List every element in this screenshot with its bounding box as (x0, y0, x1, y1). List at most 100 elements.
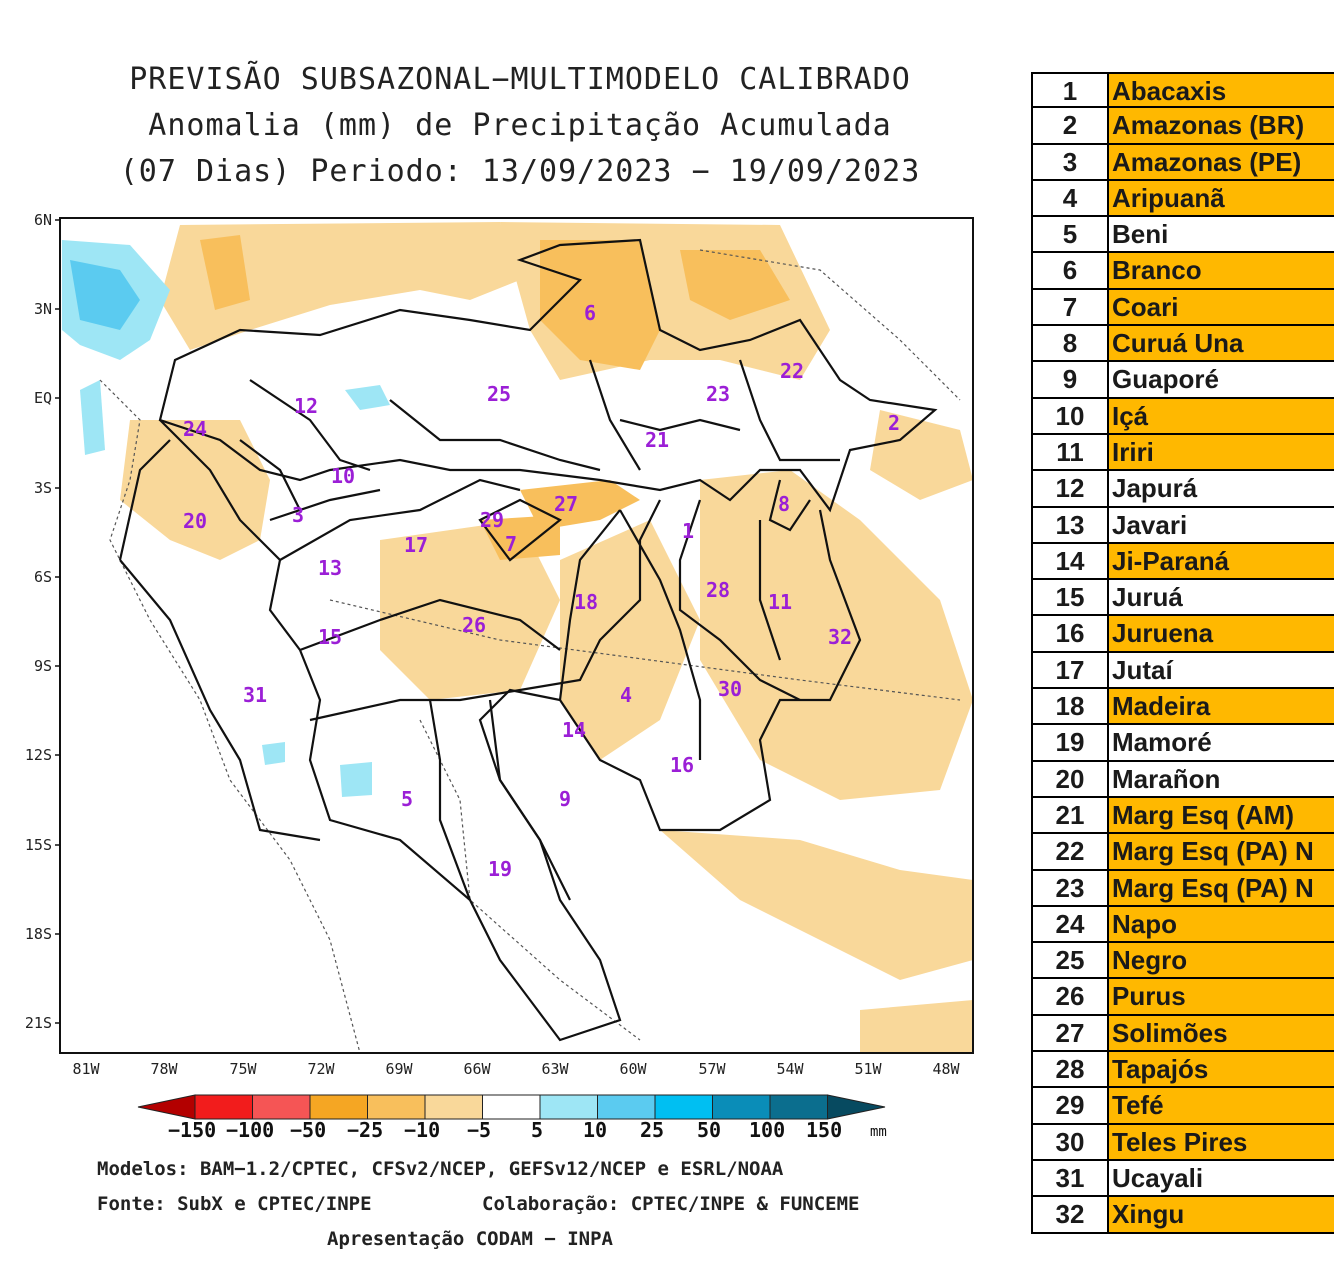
lon-label-60w: 60W (619, 1060, 647, 1078)
lat-label-9s: 9S (33, 657, 52, 675)
basin-label-17: 17 (404, 533, 428, 557)
legend-basin-name: Juruá (1112, 582, 1183, 613)
legend-basin-name: Coari (1109, 289, 1334, 325)
legend-row: 28 Tapajós (1031, 1052, 1334, 1089)
legend-number: 27 (1031, 1015, 1109, 1051)
legend-basin-name: Abacaxis (1109, 74, 1334, 107)
lat-label-18s: 18S (24, 925, 52, 943)
legend-number: 17 (1031, 652, 1109, 688)
lon-label-63w: 63W (541, 1060, 569, 1078)
colorbar-label-25: 25 (640, 1118, 665, 1142)
legend-basin-name: Branco (1109, 253, 1334, 288)
legend-number: 26 (1031, 979, 1109, 1014)
legend-number: 18 (1031, 689, 1109, 724)
legend-row: 2 Amazonas (BR) (1031, 108, 1334, 145)
legend-row: 23 Marg Esq (PA) N (1031, 870, 1334, 907)
colorbar-segment (482, 1094, 541, 1120)
legend-number: 2 (1031, 108, 1109, 143)
basin-legend-table: 1 Abacaxis 2 Amazonas (BR) 3 Amazonas (PE) 4 Ar… (1031, 72, 1334, 1234)
legend-row: 1 Abacaxis (1031, 72, 1334, 109)
colorbar-label-50: 50 (697, 1118, 722, 1142)
legend-row: 14 Ji-Paraná (1031, 543, 1334, 581)
lon-label-81w: 81W (72, 1060, 100, 1078)
legend-number: 22 (1031, 834, 1109, 869)
colorbar-label-150: 150 (806, 1118, 843, 1142)
lat-label-3n: 3N (33, 300, 52, 318)
basin-outlines (118, 238, 938, 1042)
legend-number: 10 (1031, 398, 1109, 433)
legend-basin-name: Tapajós (1109, 1052, 1334, 1087)
legend-basin-name: Marañon (1112, 763, 1221, 794)
legend-basin-name: Amazonas (PE) (1109, 144, 1334, 179)
footer-presentation: Apresentação CODAM − INPA (327, 1228, 613, 1250)
legend-row: 5 Beni (1031, 217, 1334, 254)
legend-row: 15 Juruá (1031, 580, 1334, 617)
colorbar-segment (137, 1094, 196, 1120)
footer-models: Modelos: BAM−1.2/CPTEC, CFSv2/NCEP, GEFS… (97, 1158, 784, 1180)
basin-label-2: 2 (888, 411, 900, 435)
legend-row: 16 Juruena (1031, 616, 1334, 653)
legend-row: 9 Guaporé (1031, 362, 1334, 399)
legend-row: 24 Napo (1031, 906, 1334, 944)
map-title-line-1: PREVISÃO SUBSAZONAL−MULTIMODELO CALIBRAD… (129, 62, 911, 97)
colorbar-label-100: 100 (749, 1118, 786, 1142)
basin-label-29: 29 (480, 508, 504, 532)
colorbar-label-m50: −50 (290, 1118, 327, 1142)
anomaly-blue (62, 240, 390, 797)
legend-row: 19 Mamoré (1031, 725, 1334, 762)
legend-number: 8 (1031, 326, 1109, 361)
legend-row: 12 Japurá (1031, 471, 1334, 508)
basin-label-22: 22 (780, 359, 804, 383)
legend-number: 15 (1031, 580, 1109, 615)
footer-source: Fonte: SubX e CPTEC/INPE (97, 1193, 372, 1215)
legend-number: 14 (1031, 543, 1109, 579)
basin-number-labels: 1 2 3 4 5 6 7 8 9 10 11 12 13 14 15 16 1… (183, 301, 900, 881)
basin-label-19: 19 (488, 857, 512, 881)
legend-row: 27 Solimões (1031, 1015, 1334, 1053)
basin-label-26: 26 (462, 613, 486, 637)
colorbar-segment (367, 1094, 426, 1120)
legend-basin-name: Negro (1109, 943, 1334, 978)
legend-row: 22 Marg Esq (PA) N (1031, 834, 1334, 871)
legend-basin-name: Juruena (1109, 616, 1334, 651)
legend-number: 4 (1031, 180, 1109, 216)
legend-number: 1 (1031, 74, 1109, 107)
basin-label-25: 25 (487, 382, 511, 406)
legend-basin-name: Guaporé (1112, 364, 1219, 395)
legend-row: 4 Aripuanã (1031, 180, 1334, 218)
lat-label-6s: 6S (33, 568, 52, 586)
legend-number: 32 (1031, 1197, 1109, 1232)
lat-label-eq: EQ (33, 389, 52, 407)
colorbar-label-m10: −10 (404, 1118, 441, 1142)
lon-label-75w: 75W (229, 1060, 257, 1078)
legend-number: 23 (1031, 870, 1109, 905)
legend-basin-name: Curuá Una (1109, 326, 1334, 361)
footer-collaboration: Colaboração: CPTEC/INPE & FUNCEME (482, 1193, 860, 1215)
legend-basin-name: Beni (1112, 219, 1169, 250)
lon-label-51w: 51W (854, 1060, 882, 1078)
legend-number: 21 (1031, 797, 1109, 833)
lon-label-72w: 72W (307, 1060, 335, 1078)
legend-number: 20 (1031, 761, 1109, 796)
legend-row: 6 Branco (1031, 253, 1334, 290)
basin-label-7: 7 (505, 532, 517, 556)
colorbar-segment (539, 1094, 598, 1120)
basin-label-10: 10 (331, 464, 355, 488)
lon-label-57w: 57W (698, 1060, 726, 1078)
colorbar (137, 1094, 886, 1120)
legend-number: 11 (1031, 434, 1109, 470)
legend-row: 30 Teles Pires (1031, 1124, 1334, 1161)
legend-row: 10 Içá (1031, 398, 1334, 435)
lon-label-78w: 78W (150, 1060, 178, 1078)
lat-label-15s: 15S (24, 836, 52, 854)
colorbar-segment (252, 1094, 311, 1120)
basin-label-23: 23 (706, 382, 730, 406)
basin-label-27: 27 (554, 492, 578, 516)
colorbar-segment (827, 1094, 886, 1120)
legend-basin-name: Iriri (1109, 434, 1334, 470)
colorbar-segment (597, 1094, 656, 1120)
legend-row: 3 Amazonas (PE) (1031, 144, 1334, 181)
legend-basin-name: Teles Pires (1109, 1124, 1334, 1159)
colorbar-label-m100: −100 (226, 1118, 275, 1142)
legend-basin-name: Aripuanã (1109, 180, 1334, 216)
